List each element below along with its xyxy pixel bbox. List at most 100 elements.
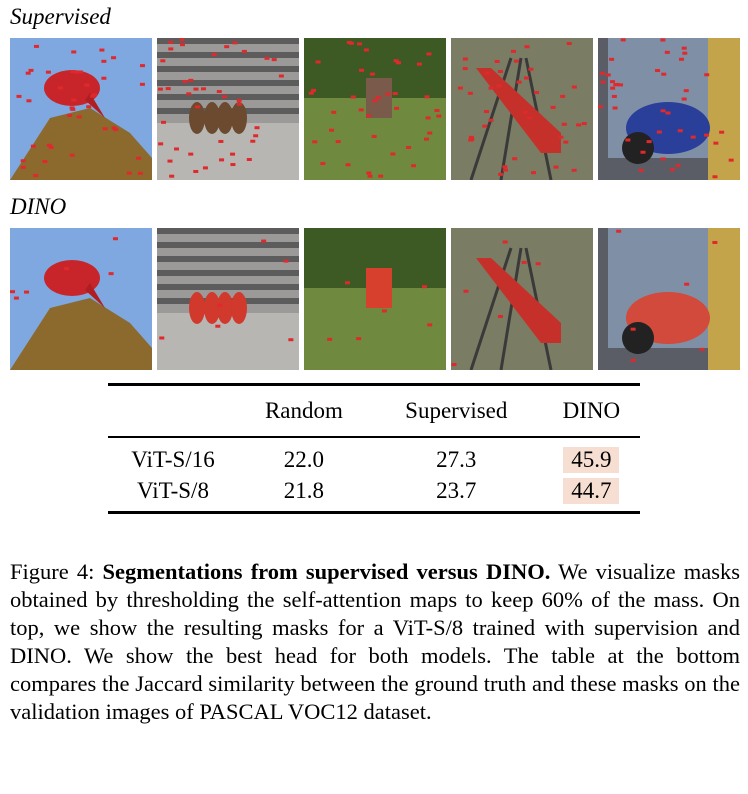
image-shape (159, 336, 165, 340)
image-shape (494, 59, 500, 63)
image-shape (381, 309, 387, 313)
image-shape (535, 262, 541, 266)
image-shape (64, 267, 70, 271)
image-shape (202, 166, 208, 170)
image-shape (476, 258, 561, 343)
image-shape (45, 70, 51, 74)
image-shape (622, 132, 654, 164)
image-shape (681, 97, 687, 101)
image-shape (253, 134, 259, 138)
image-shape (638, 168, 644, 172)
image-shape (232, 41, 238, 45)
results-table: Random Supervised DINO ViT-S/16 22.0 27.3 4… (108, 383, 640, 514)
image-shape (231, 292, 247, 324)
image-shape (231, 102, 247, 134)
image-shape (10, 290, 16, 294)
image-shape (46, 143, 52, 147)
image-shape (77, 70, 83, 74)
image-shape (394, 106, 400, 110)
image-shape (216, 90, 222, 94)
image-shape (600, 80, 606, 84)
image-shape (315, 60, 321, 64)
image-shape (611, 94, 617, 98)
image-shape (217, 102, 233, 134)
image-shape (271, 58, 277, 62)
image-shape (157, 270, 299, 276)
image-shape (278, 74, 284, 78)
image-shape (655, 69, 661, 73)
image-shape (366, 114, 372, 118)
image-shape (348, 41, 354, 45)
image-shape (553, 165, 559, 169)
image-shape (463, 289, 469, 293)
image-shape (622, 322, 654, 354)
image-shape (71, 50, 77, 54)
image-shape (71, 98, 77, 102)
image-shape (224, 45, 230, 49)
image-shape (193, 87, 199, 91)
image-shape (561, 122, 567, 126)
image-shape (250, 139, 256, 143)
image-shape (76, 115, 82, 119)
cell-text: ViT-S/16 (131, 447, 215, 472)
image-shape (363, 48, 369, 52)
image-shape (425, 116, 431, 120)
image-shape (476, 68, 561, 153)
image-shape (193, 169, 199, 173)
image-shape (427, 131, 433, 135)
cell-text: 44.7 (563, 477, 620, 504)
header-row: Random Supervised DINO (108, 384, 640, 437)
table-cell: 45.9 (543, 437, 640, 475)
image-shape (488, 118, 494, 122)
image-shape (350, 95, 356, 99)
image-shape (462, 57, 468, 61)
image-shape (283, 259, 289, 263)
row-label: DINO (10, 194, 67, 219)
image-shape (329, 128, 335, 132)
image-shape (10, 298, 152, 370)
image-shape (713, 141, 719, 145)
image-shape (157, 94, 299, 100)
image-shape (719, 130, 725, 134)
image-shape (222, 95, 228, 99)
image-shape (13, 296, 19, 300)
image-shape (85, 283, 105, 308)
image-shape (42, 160, 48, 164)
image-shape (345, 281, 351, 285)
image-shape (182, 79, 188, 83)
image-shape (179, 38, 185, 42)
image-shape (699, 347, 705, 351)
cell-text: 22.0 (283, 447, 325, 472)
image-shape (660, 157, 666, 161)
image-row (10, 38, 740, 180)
cell-text: ViT-S/8 (137, 477, 209, 503)
image-shape (598, 105, 604, 109)
image-shape (563, 140, 569, 144)
image-shape (661, 72, 667, 76)
image-shape (576, 123, 582, 127)
header-cell: Supervised (405, 397, 508, 423)
table-cell: ViT-S/16 (108, 437, 238, 475)
image-shape (550, 105, 556, 109)
image-shape (497, 315, 503, 319)
header-cell (108, 385, 238, 437)
image-shape (424, 95, 430, 99)
image-shape (126, 171, 132, 175)
image-shape (137, 171, 143, 175)
image-shape (571, 168, 577, 172)
image-shape (139, 82, 145, 86)
image-shape (44, 70, 100, 106)
image-shape (512, 157, 518, 161)
table-cell: 44.7 (543, 475, 640, 513)
image-shape (157, 242, 299, 248)
image-shape (618, 83, 624, 87)
image-shape (101, 59, 107, 63)
image-shape (375, 96, 381, 100)
image-shape (457, 86, 463, 90)
image-shape (620, 38, 626, 42)
image-shape (30, 144, 36, 148)
image-shape (108, 272, 114, 276)
image-shape (69, 153, 75, 157)
image-shape (511, 49, 517, 53)
